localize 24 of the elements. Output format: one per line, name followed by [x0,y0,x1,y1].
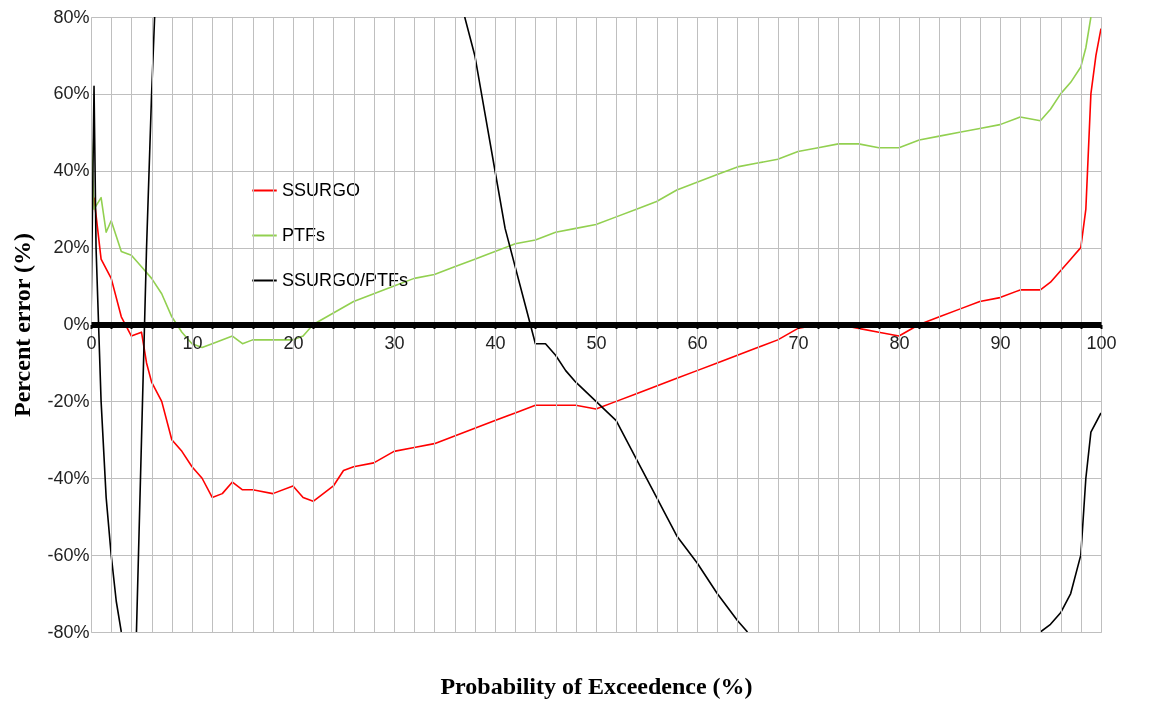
legend-label: SSURGO [282,179,361,200]
y-tick-label: -20% [47,390,90,411]
x-tick-label: 0 [86,333,97,353]
x-tick-label: 50 [586,333,607,353]
x-tick-label: 80 [889,333,910,353]
x-tick-label: 90 [990,333,1011,353]
y-tick-label: 60% [53,83,90,104]
legend-label: PTFs [282,224,325,245]
x-tick-label: 40 [485,333,506,353]
y-tick-label: -40% [47,467,90,488]
x-tick-label: 30 [384,333,405,353]
legend-label: SSURGO/PTFs [282,269,409,290]
x-tick-label: 60 [687,333,708,353]
x-tick-label: 20 [283,333,304,353]
y-tick-label: 40% [53,160,90,181]
x-axis-title: Probability of Exceedence (%) [440,672,753,699]
x-tick-label: 100 [1086,333,1117,353]
y-tick-label: -60% [47,544,90,565]
y-axis-title: Percent error (%) [9,233,36,417]
y-tick-label: -80% [47,621,90,642]
y-tick-label: 80% [53,6,90,27]
x-tick-label: 70 [788,333,809,353]
y-tick-label: 0% [63,314,90,334]
y-tick-label: 20% [53,237,90,258]
